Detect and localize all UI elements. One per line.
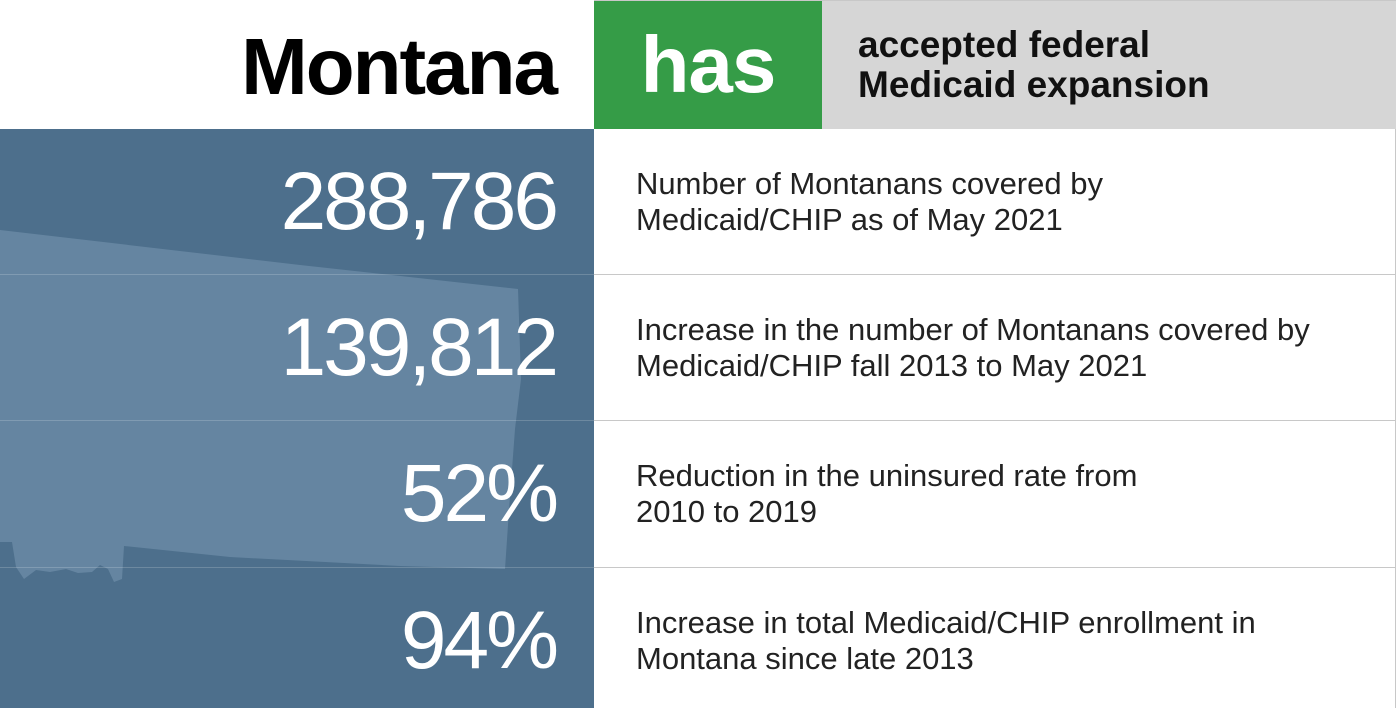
row-divider bbox=[0, 274, 594, 275]
stat-description: Increase in total Medicaid/CHIP enrollme… bbox=[636, 568, 1356, 713]
stat-value: 52% bbox=[400, 447, 559, 539]
stat-description: Reduction in the uninsured rate from 201… bbox=[636, 421, 1356, 566]
stat-description-line-1: Reduction in the uninsured rate from bbox=[636, 457, 1138, 493]
stat-value: 288,786 bbox=[280, 155, 559, 247]
header: Montana has accepted federal Medicaid ex… bbox=[0, 0, 1396, 129]
stat-description-line-1: Increase in the number of Montanans cove… bbox=[636, 311, 1310, 347]
stats-panel bbox=[0, 129, 594, 708]
stat-description-line-2: Medicaid/CHIP as of May 2021 bbox=[636, 201, 1063, 237]
stat-description: Increase in the number of Montanans cove… bbox=[636, 275, 1356, 420]
stat-description: Number of Montanans covered by Medicaid/… bbox=[636, 129, 1356, 274]
stat-row-increase: 139,812 Increase in the number of Montan… bbox=[0, 275, 1396, 420]
status-line-2: Medicaid expansion bbox=[858, 63, 1210, 105]
stat-description-line-2: 2010 to 2019 bbox=[636, 493, 818, 529]
row-divider bbox=[594, 567, 1396, 568]
expansion-status-badge: has bbox=[594, 0, 822, 129]
stat-description-line-2: Montana since late 2013 bbox=[636, 640, 974, 676]
state-name: Montana bbox=[241, 21, 558, 111]
header-top-border bbox=[594, 0, 1396, 1]
stat-row-uninsured-reduction: 52% Reduction in the uninsured rate from… bbox=[0, 421, 1396, 566]
stat-description-line-1: Increase in total Medicaid/CHIP enrollme… bbox=[636, 604, 1256, 640]
row-divider bbox=[0, 567, 594, 568]
stat-description-line-1: Number of Montanans covered by bbox=[636, 165, 1103, 201]
stat-value: 94% bbox=[400, 594, 559, 686]
row-divider bbox=[594, 274, 1396, 275]
stat-value: 139,812 bbox=[280, 301, 559, 393]
stat-description-line-2: Medicaid/CHIP fall 2013 to May 2021 bbox=[636, 347, 1148, 383]
status-line-1: accepted federal bbox=[858, 23, 1151, 65]
montana-map-icon bbox=[0, 230, 521, 582]
row-divider bbox=[0, 420, 594, 421]
stat-row-coverage: 288,786 Number of Montanans covered by M… bbox=[0, 129, 1396, 274]
expansion-status-description: accepted federal Medicaid expansion bbox=[822, 0, 1396, 129]
stat-row-enrollment-increase: 94% Increase in total Medicaid/CHIP enro… bbox=[0, 568, 1396, 713]
row-divider bbox=[594, 420, 1396, 421]
